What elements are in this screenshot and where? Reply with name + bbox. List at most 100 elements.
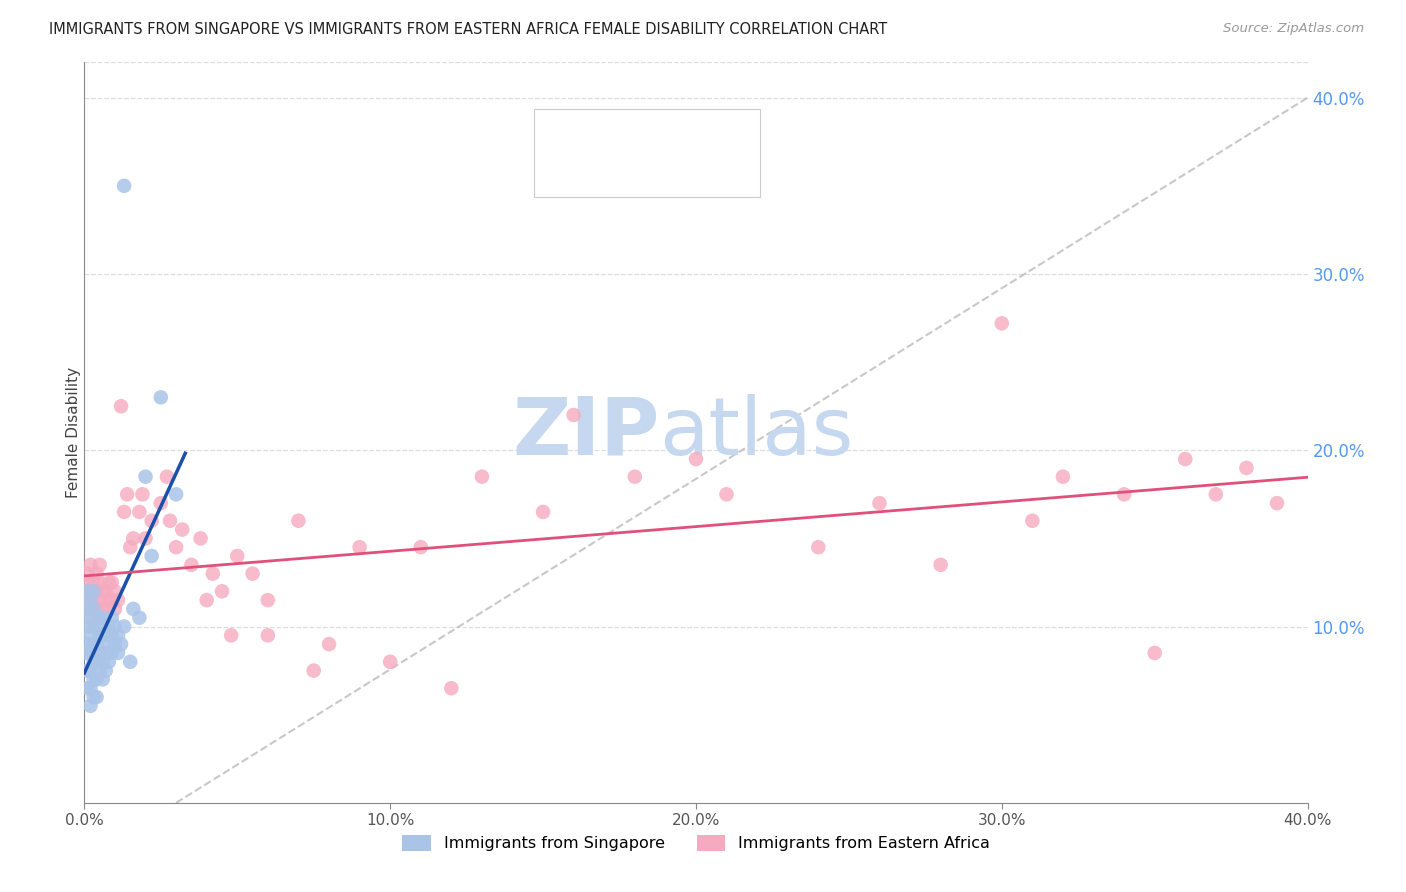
Point [97,575,120,590]
Point [79,664,101,678]
Point [91,584,114,599]
Point [257,593,280,607]
Point [83,619,105,633]
Point [624,469,647,483]
Text: atlas: atlas [659,393,853,472]
Text: Source: ZipAtlas.com: Source: ZipAtlas.com [1223,22,1364,36]
Point [86,655,108,669]
Point [104,584,127,599]
Point [107,593,129,607]
Point [75,646,97,660]
Point [287,514,309,528]
Point [1236,461,1258,475]
Point [685,452,707,467]
Point [77,584,100,599]
Point [83,637,105,651]
Point [128,610,150,624]
Point [83,584,105,599]
Point [165,540,187,554]
Point [104,637,127,651]
Point [141,549,163,563]
Point [211,584,233,599]
Point [107,646,129,660]
Point [89,610,111,624]
Text: N =: N = [666,161,713,179]
Point [91,655,114,669]
Point [562,408,585,422]
Point [149,390,172,404]
Point [79,602,101,616]
Text: R =: R = [579,161,614,179]
Point [1265,496,1288,510]
Point [122,532,145,546]
Point [86,566,108,581]
Point [101,610,124,624]
Point [131,487,153,501]
Point [349,540,371,554]
Point [77,619,100,633]
Text: R =: R = [579,127,614,145]
Point [242,566,264,581]
Text: N =: N = [666,127,713,145]
Point [76,584,98,599]
Point [112,178,135,193]
Text: 57: 57 [700,127,723,145]
Point [219,628,242,642]
Point [79,698,101,713]
Point [104,602,127,616]
Point [1114,487,1136,501]
Point [89,558,111,572]
Point [409,540,432,554]
Point [141,514,163,528]
Point [380,655,402,669]
Point [165,487,187,501]
Point [149,496,172,510]
Point [128,505,150,519]
Point [110,637,132,651]
Point [76,575,98,590]
Point [76,593,98,607]
Point [112,505,135,519]
Point [86,602,108,616]
Point [94,602,117,616]
Point [122,602,145,616]
Point [76,602,98,616]
Point [94,628,117,642]
Point [257,628,280,642]
Point [86,690,108,704]
Point [79,681,101,696]
Point [89,593,111,607]
Point [107,628,129,642]
Point [156,469,179,483]
Point [302,664,325,678]
Point [115,487,138,501]
Point [83,602,105,616]
Point [531,505,554,519]
Point [1052,469,1074,483]
Point [97,637,120,651]
Point [471,469,494,483]
Point [86,619,108,633]
Point [1021,514,1043,528]
Legend: Immigrants from Singapore, Immigrants from Eastern Africa: Immigrants from Singapore, Immigrants fr… [395,829,997,858]
Point [83,690,105,704]
Point [89,628,111,642]
Point [716,487,738,501]
Point [89,664,111,678]
Point [79,593,101,607]
Point [89,646,111,660]
Point [83,673,105,687]
Point [1143,646,1166,660]
Point [97,655,120,669]
Text: 0.297: 0.297 [610,161,661,179]
Text: 0.300: 0.300 [610,127,661,145]
Point [104,619,127,633]
Point [1174,452,1197,467]
Point [101,628,124,642]
Point [991,316,1014,330]
Point [83,610,105,624]
Point [76,664,98,678]
Point [112,619,135,633]
Point [195,593,218,607]
Point [190,532,212,546]
